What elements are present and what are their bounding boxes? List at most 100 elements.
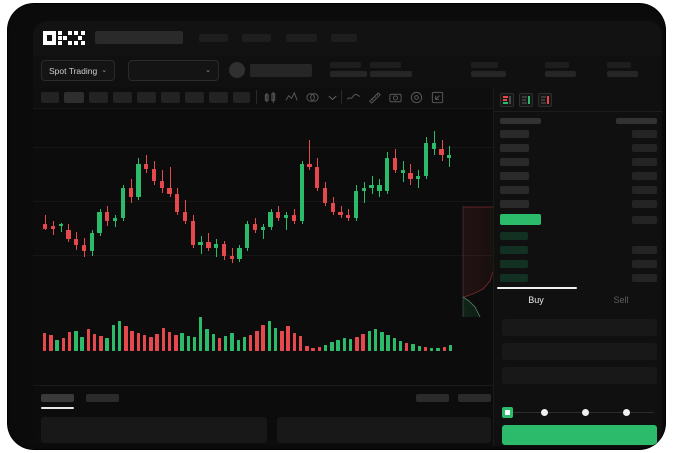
volume-bar (405, 342, 409, 351)
tab-sell[interactable]: Sell (613, 295, 629, 305)
volume-bar (298, 335, 303, 351)
candle-body (198, 242, 203, 245)
stat-block-2-value (370, 71, 412, 77)
order-form-field-3[interactable] (502, 367, 657, 384)
depth-both-icon[interactable] (500, 93, 514, 107)
volume-bar (86, 328, 91, 351)
bottom-panel-left[interactable] (41, 417, 267, 443)
header-nav-item-2[interactable] (242, 34, 271, 42)
candle-wick (418, 170, 420, 188)
candle-wick (169, 167, 171, 197)
orderbook-row-price[interactable] (500, 186, 529, 194)
timeframe-button-6[interactable] (161, 92, 180, 103)
volume-bar (80, 336, 84, 351)
line-chart-icon[interactable] (346, 90, 361, 105)
candle-body (307, 164, 312, 167)
orderbook-row-price[interactable] (500, 130, 529, 138)
orderbook-bid-row[interactable] (500, 260, 528, 268)
stepper-step-4[interactable] (623, 409, 630, 416)
volume-bar (105, 338, 109, 351)
orderbook-row-price[interactable] (500, 158, 529, 166)
candle-body (81, 245, 87, 251)
compare-icon[interactable] (305, 90, 320, 105)
timeframe-button-4[interactable] (113, 92, 132, 103)
orders-action-1[interactable] (416, 394, 449, 402)
candle-body (353, 191, 359, 218)
order-form-field-1[interactable] (502, 319, 657, 336)
trading-pair-select[interactable]: ⌄ (128, 60, 219, 81)
orders-tab-2[interactable] (86, 394, 119, 402)
candle-body (128, 188, 133, 197)
volume-bar (255, 331, 259, 351)
header-search-placeholder[interactable] (95, 31, 183, 44)
timeframe-button-9[interactable] (233, 92, 250, 103)
candlestick-icon[interactable] (263, 90, 278, 105)
okx-logo[interactable] (43, 31, 85, 45)
candle-wick (45, 215, 47, 230)
volume-bar (342, 338, 347, 351)
stepper-step-2[interactable] (541, 409, 548, 416)
timeframe-button-8[interactable] (209, 92, 228, 103)
depth-asks-icon[interactable] (538, 93, 552, 107)
volume-bar (117, 321, 122, 351)
orderbook-bid-row[interactable] (500, 274, 528, 282)
candle-wick (262, 224, 264, 239)
fullscreen-icon[interactable] (430, 90, 445, 105)
volume-bar (348, 339, 353, 351)
place-order-button[interactable] (502, 425, 657, 445)
timeframe-button-7[interactable] (185, 92, 204, 103)
candle-body (167, 188, 172, 194)
volume-bar (367, 330, 372, 351)
volume-bar (336, 339, 340, 351)
volume-bar (111, 324, 116, 351)
candle-body (385, 158, 390, 191)
stat-block-3-value (471, 71, 506, 77)
volume-bar (280, 330, 284, 351)
timeframe-button-3[interactable] (89, 92, 108, 103)
orderbook-bid-row[interactable] (500, 232, 528, 240)
candle-body (43, 224, 48, 229)
candle-body (315, 167, 320, 188)
market-type-selector[interactable]: Spot Trading ⌄ (41, 60, 116, 81)
candle-body (229, 255, 234, 259)
volume-bar (380, 332, 384, 351)
order-form-field-2[interactable] (502, 343, 657, 360)
measure-icon[interactable] (367, 90, 382, 105)
volume-bar (74, 330, 78, 351)
orders-tab-1[interactable] (41, 394, 74, 402)
bottom-panel-right[interactable] (277, 417, 491, 443)
stepper-step-1-active[interactable] (502, 407, 513, 418)
toolbar-divider-1 (256, 90, 257, 104)
orderbook-bid-row[interactable] (500, 246, 528, 254)
stepper-track (506, 412, 654, 413)
header-nav-item-3[interactable] (286, 34, 317, 42)
candle-body (144, 164, 149, 169)
candle-body (221, 243, 227, 256)
camera-icon[interactable] (388, 90, 403, 105)
chevron-down-icon[interactable] (325, 90, 340, 105)
depth-bids-icon[interactable] (519, 93, 533, 107)
market-toolbar: Spot Trading ⌄ ⌄ (33, 55, 662, 87)
stat-block-4-label (545, 62, 569, 68)
candle-body (423, 143, 429, 176)
stepper-step-3[interactable] (582, 409, 589, 416)
orderbook-selected-row[interactable] (500, 214, 541, 225)
candle-body (299, 164, 304, 221)
orders-action-2[interactable] (458, 394, 491, 402)
toolbar-divider-2 (341, 90, 342, 104)
header-nav-item-1[interactable] (199, 34, 228, 42)
orderbook-row-price[interactable] (500, 172, 529, 180)
orderbook-row-amount (632, 158, 657, 166)
volume-bar (292, 333, 297, 351)
tab-buy[interactable]: Buy (528, 295, 544, 305)
header-nav-item-4[interactable] (331, 34, 357, 42)
volume-bar (192, 336, 197, 351)
indicators-icon[interactable] (284, 90, 299, 105)
settings-icon[interactable] (409, 90, 424, 105)
orderbook-row-price[interactable] (500, 144, 529, 152)
timeframe-button-1[interactable] (41, 92, 59, 103)
timeframe-button-2[interactable] (64, 92, 84, 103)
orderbook-row-price[interactable] (500, 200, 529, 208)
timeframe-button-5[interactable] (137, 92, 156, 103)
volume-bar (55, 339, 59, 351)
